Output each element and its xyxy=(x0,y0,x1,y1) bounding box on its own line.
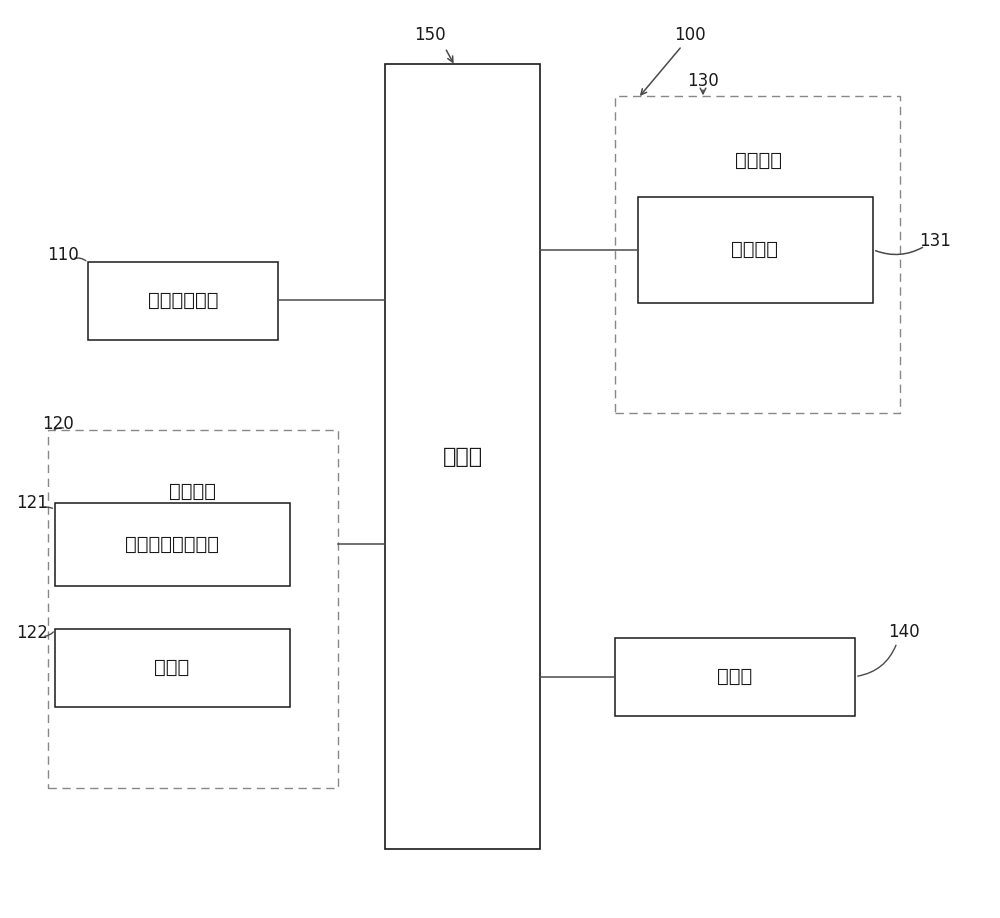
Text: 存储器: 存储器 xyxy=(717,667,753,686)
Text: 100: 100 xyxy=(674,26,706,44)
Text: 输出单元: 输出单元 xyxy=(734,151,782,170)
Bar xyxy=(55,629,290,707)
Text: 131: 131 xyxy=(919,231,951,250)
Bar xyxy=(638,197,873,303)
Text: 陀螺仪: 陀螺仪 xyxy=(154,658,190,677)
Text: 122: 122 xyxy=(16,624,48,643)
Bar xyxy=(615,96,900,413)
Text: 控制器: 控制器 xyxy=(442,447,483,466)
Bar xyxy=(88,262,278,340)
Bar xyxy=(615,638,855,716)
Bar xyxy=(55,503,290,586)
Text: 显示模块: 显示模块 xyxy=(732,241,778,259)
Bar xyxy=(48,430,338,788)
Bar xyxy=(385,64,540,849)
Text: 121: 121 xyxy=(16,494,48,512)
Text: 120: 120 xyxy=(42,415,74,433)
Text: 感测单元: 感测单元 xyxy=(170,482,216,500)
Text: 130: 130 xyxy=(687,72,719,90)
Text: 150: 150 xyxy=(414,26,446,44)
Text: 用户输入单元: 用户输入单元 xyxy=(148,291,218,309)
Text: 110: 110 xyxy=(47,246,79,264)
Text: 140: 140 xyxy=(888,622,920,641)
Text: 电容式接近传感器: 电容式接近传感器 xyxy=(125,535,219,554)
